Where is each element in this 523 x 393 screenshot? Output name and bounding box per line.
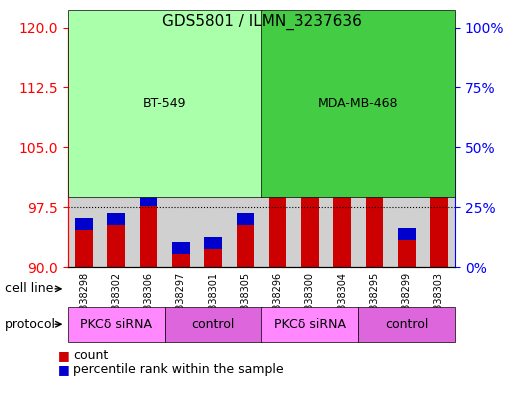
Bar [204,245,222,267]
Text: control: control [191,318,235,331]
Bar [430,151,448,267]
Bar [333,127,351,267]
Bar [75,223,93,267]
Bar [140,191,157,267]
Bar [333,137,351,149]
Bar [172,242,190,254]
Bar [132,28,165,267]
Text: PKCδ siRNA: PKCδ siRNA [274,318,346,331]
Bar [358,28,391,267]
Text: control: control [385,318,428,331]
Text: PKCδ siRNA: PKCδ siRNA [81,318,152,331]
Bar [68,28,100,267]
Bar [100,28,132,267]
Bar [108,219,125,267]
Bar [262,28,294,267]
Bar [294,28,326,267]
Text: ■: ■ [58,363,69,376]
Text: GDS5801 / ILMN_3237636: GDS5801 / ILMN_3237636 [162,14,361,30]
Bar [204,237,222,249]
Bar [366,113,383,125]
Bar [398,228,415,240]
Bar [197,28,229,267]
Bar [269,127,287,267]
Bar [366,79,383,267]
Bar [326,28,358,267]
Text: percentile rank within the sample: percentile rank within the sample [73,363,284,376]
Bar [229,28,262,267]
Bar [391,28,423,267]
Bar [430,151,448,163]
Bar [165,28,197,267]
Bar [140,194,157,206]
Bar [236,221,254,267]
Bar [423,28,455,267]
Text: BT-549: BT-549 [143,97,187,110]
Bar [301,122,319,134]
Text: count: count [73,349,108,362]
Bar [301,103,319,267]
Bar [172,247,190,267]
Text: ■: ■ [58,349,69,362]
Bar [75,218,93,230]
Text: MDA-MB-468: MDA-MB-468 [318,97,399,110]
Bar [108,213,125,225]
Text: cell line: cell line [5,282,53,296]
Bar [398,239,415,267]
Bar [236,213,254,225]
Text: protocol: protocol [5,318,56,331]
Bar [269,137,287,149]
